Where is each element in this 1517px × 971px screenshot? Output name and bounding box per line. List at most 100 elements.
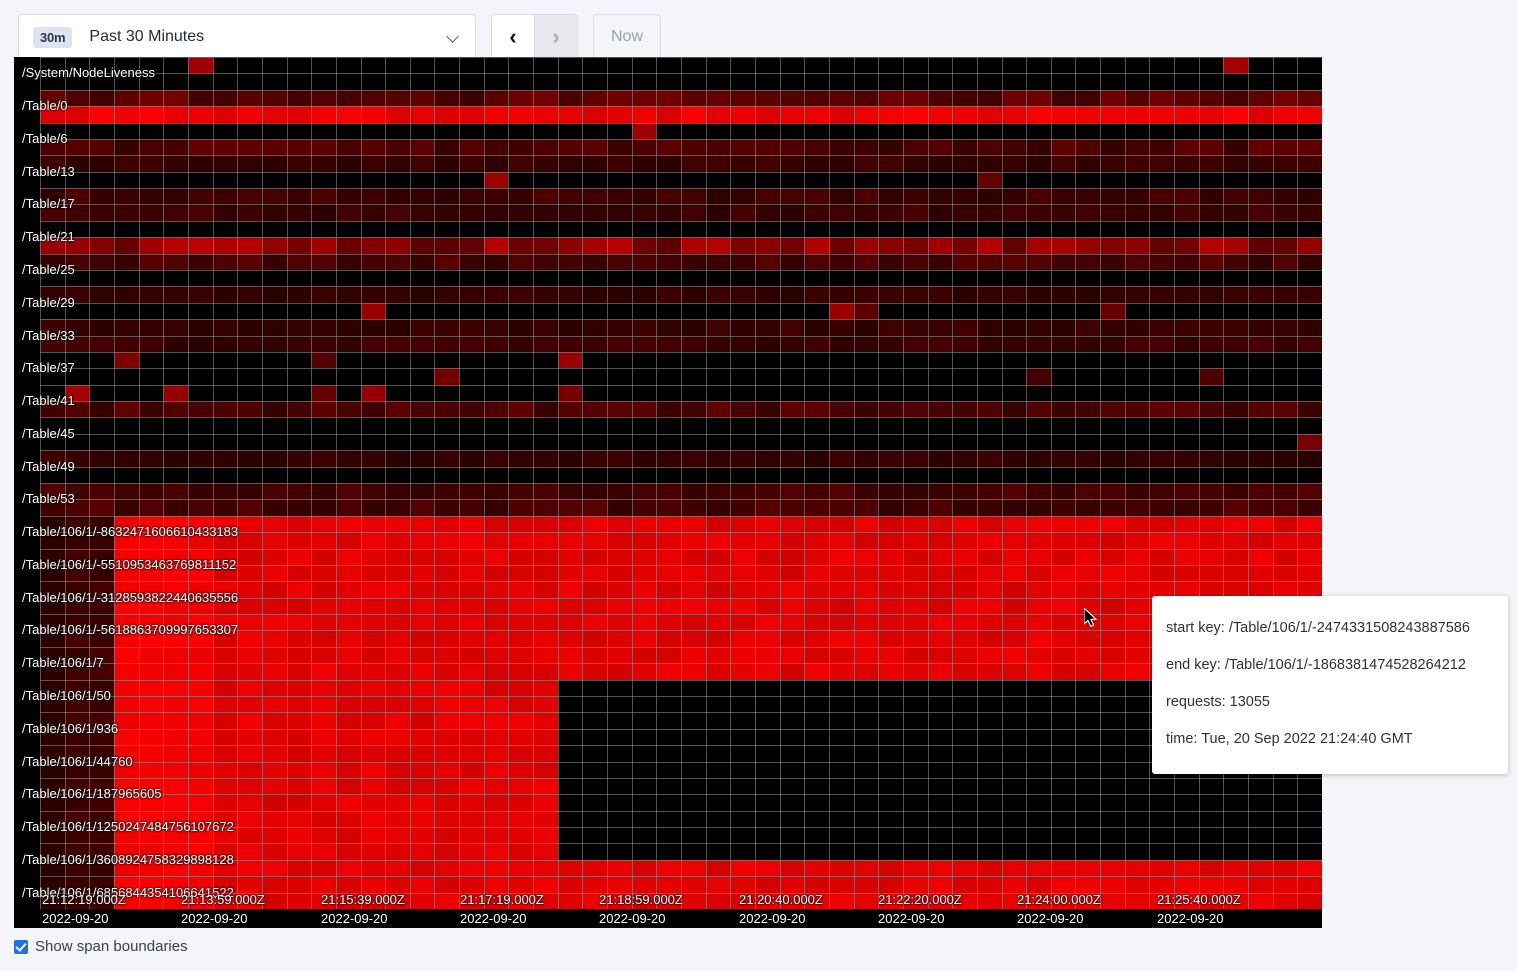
heatmap-cell[interactable] — [385, 401, 410, 417]
heatmap-cell[interactable] — [139, 876, 163, 893]
heatmap-cell[interactable] — [755, 860, 780, 876]
heatmap-cell[interactable] — [188, 254, 213, 270]
heatmap-cell[interactable] — [1026, 401, 1051, 417]
heatmap-cell[interactable] — [1273, 139, 1297, 155]
heatmap-cell[interactable] — [1199, 516, 1223, 532]
heatmap-cell[interactable] — [1002, 893, 1026, 909]
heatmap-cell[interactable] — [434, 499, 459, 516]
heatmap-cell[interactable] — [804, 581, 829, 598]
heatmap-cell[interactable] — [139, 319, 163, 336]
heatmap-cell[interactable] — [804, 401, 829, 417]
heatmap-cell[interactable] — [1174, 893, 1199, 909]
heatmap-cell[interactable] — [582, 319, 607, 336]
heatmap-cell[interactable] — [163, 680, 188, 696]
heatmap-cell[interactable] — [139, 139, 163, 155]
heatmap-cell[interactable] — [311, 762, 336, 778]
heatmap-cell[interactable] — [1199, 286, 1223, 303]
heatmap-cell[interactable] — [582, 286, 607, 303]
heatmap-cell[interactable] — [1026, 516, 1051, 532]
heatmap-cell[interactable] — [854, 483, 878, 499]
heatmap-cell[interactable] — [1297, 434, 1322, 450]
heatmap-cell[interactable] — [385, 647, 410, 663]
heatmap-cell[interactable] — [213, 483, 237, 499]
heatmap-cell[interactable] — [508, 336, 533, 352]
heatmap-cell[interactable] — [484, 745, 508, 762]
heatmap-cell[interactable] — [434, 860, 459, 876]
heatmap-cell[interactable] — [139, 745, 163, 762]
heatmap-cell[interactable] — [1002, 876, 1026, 893]
heatmap-cell[interactable] — [977, 893, 1002, 909]
heatmap-cell[interactable] — [213, 204, 237, 221]
heatmap-cell[interactable] — [65, 860, 89, 876]
heatmap-cell[interactable] — [854, 450, 878, 467]
heatmap-cell[interactable] — [508, 155, 533, 172]
heatmap-cell[interactable] — [1026, 90, 1051, 106]
heatmap-cell[interactable] — [65, 254, 89, 270]
heatmap-cell[interactable] — [1051, 532, 1075, 549]
heatmap-cell[interactable] — [829, 483, 854, 499]
heatmap-cell[interactable] — [410, 893, 434, 909]
heatmap-cell[interactable] — [287, 499, 311, 516]
heatmap-cell[interactable] — [65, 139, 89, 155]
heatmap-cell[interactable] — [484, 647, 508, 663]
heatmap-cell[interactable] — [1026, 549, 1051, 565]
heatmap-cell[interactable] — [977, 401, 1002, 417]
heatmap-cell[interactable] — [508, 483, 533, 499]
heatmap-cell[interactable] — [410, 827, 434, 843]
heatmap-cell[interactable] — [139, 336, 163, 352]
heatmap-cell[interactable] — [681, 630, 706, 647]
heatmap-cell[interactable] — [311, 204, 336, 221]
heatmap-cell[interactable] — [361, 139, 385, 155]
heatmap-cell[interactable] — [681, 254, 706, 270]
heatmap-cell[interactable] — [952, 893, 977, 909]
heatmap-cell[interactable] — [533, 598, 558, 614]
heatmap-cell[interactable] — [361, 499, 385, 516]
heatmap-cell[interactable] — [1149, 336, 1174, 352]
heatmap-cell[interactable] — [361, 680, 385, 696]
heatmap-cell[interactable] — [65, 712, 89, 729]
heatmap-cell[interactable] — [632, 188, 656, 204]
heatmap-cell[interactable] — [1002, 614, 1026, 630]
heatmap-cell[interactable] — [65, 204, 89, 221]
heatmap-cell[interactable] — [1125, 286, 1149, 303]
heatmap-cell[interactable] — [361, 794, 385, 811]
heatmap-cell[interactable] — [89, 139, 114, 155]
heatmap-cell[interactable] — [114, 532, 139, 549]
heatmap-cell[interactable] — [287, 155, 311, 172]
heatmap-cell[interactable] — [163, 860, 188, 876]
heatmap-cell[interactable] — [1273, 860, 1297, 876]
heatmap-cell[interactable] — [287, 630, 311, 647]
heatmap-cell[interactable] — [977, 139, 1002, 155]
heatmap-cell[interactable] — [287, 696, 311, 712]
heatmap-cell[interactable] — [706, 860, 730, 876]
heatmap-cell[interactable] — [903, 254, 928, 270]
heatmap-cell[interactable] — [558, 598, 582, 614]
heatmap-cell[interactable] — [1100, 450, 1125, 467]
heatmap-cell[interactable] — [114, 762, 139, 778]
heatmap-cell[interactable] — [1223, 188, 1248, 204]
heatmap-cell[interactable] — [1026, 139, 1051, 155]
heatmap-cell[interactable] — [163, 499, 188, 516]
heatmap-cell[interactable] — [878, 401, 903, 417]
heatmap-cell[interactable] — [1174, 516, 1199, 532]
next-range-button[interactable]: › — [535, 15, 577, 59]
heatmap-cell[interactable] — [656, 237, 681, 254]
heatmap-cell[interactable] — [385, 614, 410, 630]
heatmap-cell[interactable] — [558, 319, 582, 336]
heatmap-cell[interactable] — [1075, 860, 1100, 876]
heatmap-cell[interactable] — [410, 336, 434, 352]
heatmap-cell[interactable] — [780, 565, 804, 581]
heatmap-cell[interactable] — [89, 794, 114, 811]
heatmap-cell[interactable] — [139, 630, 163, 647]
heatmap-cell[interactable] — [558, 532, 582, 549]
heatmap-cell[interactable] — [385, 778, 410, 794]
heatmap-cell[interactable] — [533, 696, 558, 712]
heatmap-cell[interactable] — [854, 598, 878, 614]
heatmap-cell[interactable] — [656, 204, 681, 221]
heatmap-cell[interactable] — [1149, 893, 1174, 909]
heatmap-cell[interactable] — [434, 598, 459, 614]
heatmap-cell[interactable] — [1002, 450, 1026, 467]
heatmap-cell[interactable] — [829, 663, 854, 680]
heatmap-cell[interactable] — [114, 712, 139, 729]
heatmap-cell[interactable] — [89, 286, 114, 303]
